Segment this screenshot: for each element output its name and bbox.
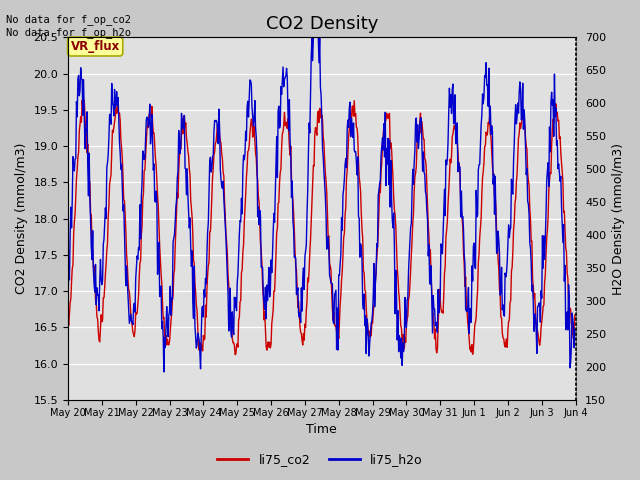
Title: CO2 Density: CO2 Density bbox=[266, 15, 378, 33]
X-axis label: Time: Time bbox=[307, 423, 337, 436]
Text: VR_flux: VR_flux bbox=[70, 40, 120, 53]
Legend: li75_co2, li75_h2o: li75_co2, li75_h2o bbox=[212, 448, 428, 471]
Y-axis label: H2O Density (mmol/m3): H2O Density (mmol/m3) bbox=[612, 143, 625, 295]
Y-axis label: CO2 Density (mmol/m3): CO2 Density (mmol/m3) bbox=[15, 143, 28, 294]
Text: No data for f_op_co2
No data for f_op_h2o: No data for f_op_co2 No data for f_op_h2… bbox=[6, 14, 131, 38]
